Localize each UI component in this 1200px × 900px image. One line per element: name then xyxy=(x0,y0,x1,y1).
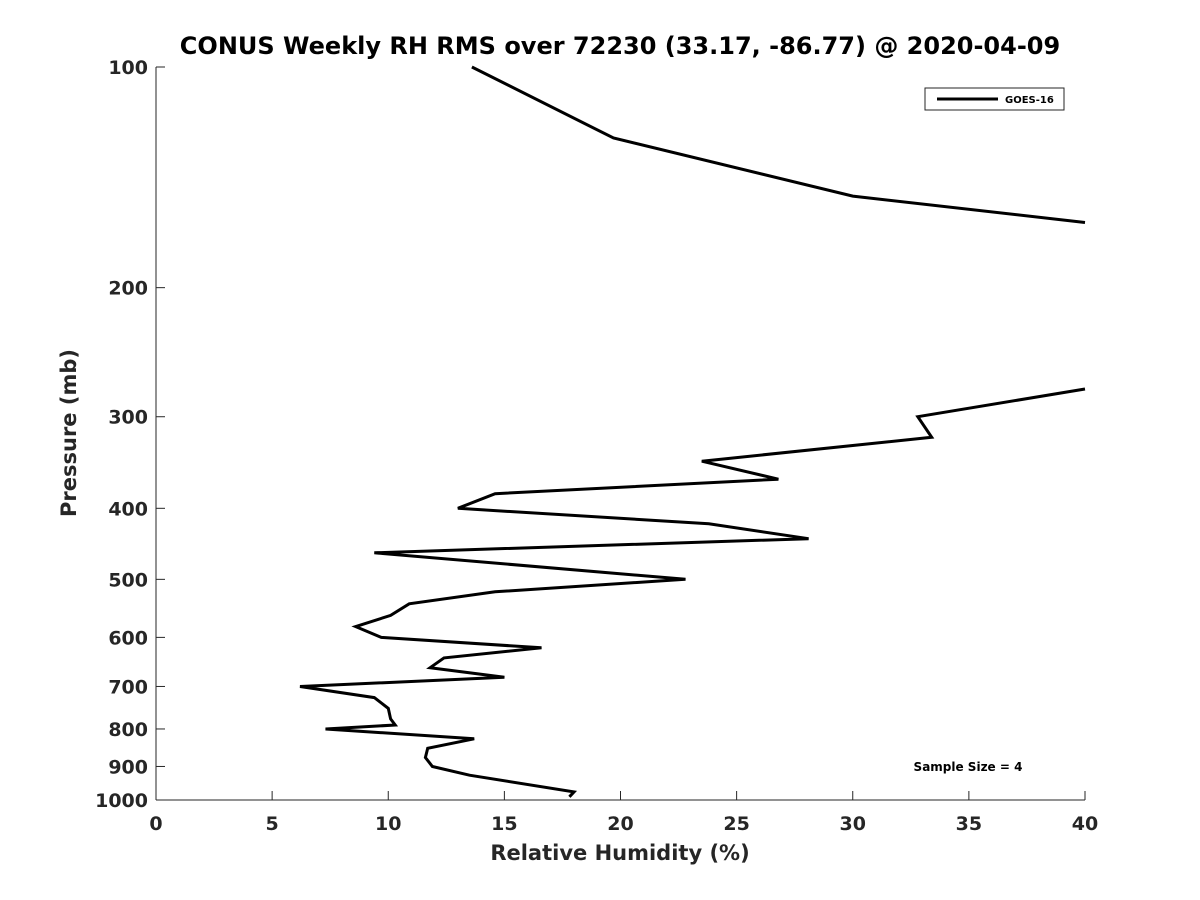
y-tick-label: 900 xyxy=(108,756,148,778)
y-tick-label: 1000 xyxy=(95,790,148,812)
axes-background xyxy=(156,67,1085,800)
x-tick-label: 25 xyxy=(723,813,749,835)
y-tick-label: 800 xyxy=(108,719,148,741)
series-line-goes-16 xyxy=(471,65,1086,224)
x-tick-label: 20 xyxy=(607,813,633,835)
x-tick-label: 0 xyxy=(149,813,162,835)
y-tick-label: 100 xyxy=(108,57,148,79)
x-axis-label: Relative Humidity (%) xyxy=(490,841,749,865)
y-tick-label: 200 xyxy=(108,278,148,300)
x-tick-label: 40 xyxy=(1072,813,1098,835)
y-tick-label: 400 xyxy=(108,498,148,520)
chart-title: CONUS Weekly RH RMS over 72230 (33.17, -… xyxy=(180,32,1060,60)
legend: GOES-16 xyxy=(924,87,1065,111)
x-tick-label: 5 xyxy=(266,813,279,835)
y-tick-label: 500 xyxy=(108,569,148,591)
y-tick-label: 600 xyxy=(108,627,148,649)
series-lines xyxy=(299,65,1086,798)
x-tick-label: 15 xyxy=(491,813,517,835)
y-tick-label: 300 xyxy=(108,407,148,429)
x-tick-label: 30 xyxy=(840,813,866,835)
x-tick-label: 10 xyxy=(375,813,401,835)
y-axis-ticks: 100 200 300 400 500 600 700 800 900 1000 xyxy=(95,57,165,812)
y-tick-label: 700 xyxy=(108,676,148,698)
x-axis-ticks: 0 5 10 15 20 25 30 35 40 xyxy=(149,791,1098,835)
sample-size-annotation: Sample Size = 4 xyxy=(914,760,1023,774)
legend-label-goes-16: GOES-16 xyxy=(1005,95,1054,106)
plot-area: 0 5 10 15 20 25 30 35 40 100 200 300 400 500 600 700 80… xyxy=(95,57,1098,835)
x-tick-label: 35 xyxy=(956,813,982,835)
y-axis-label: Pressure (mb) xyxy=(57,349,81,517)
series-line-goes-16 xyxy=(299,387,1086,798)
